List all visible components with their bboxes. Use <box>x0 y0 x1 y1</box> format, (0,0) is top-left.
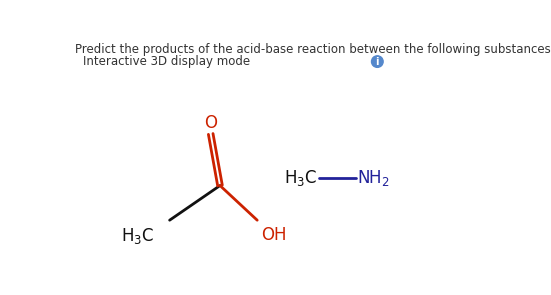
Text: O: O <box>204 114 217 132</box>
Circle shape <box>371 56 383 67</box>
Text: Interactive 3D display mode: Interactive 3D display mode <box>83 55 250 68</box>
Text: NH$_2$: NH$_2$ <box>357 168 390 188</box>
Text: i: i <box>376 57 379 67</box>
Text: Predict the products of the acid-base reaction between the following substances:: Predict the products of the acid-base re… <box>75 43 551 56</box>
Text: H$_3$C: H$_3$C <box>121 226 154 246</box>
Text: H$_3$C: H$_3$C <box>284 168 317 188</box>
Text: OH: OH <box>261 226 287 244</box>
